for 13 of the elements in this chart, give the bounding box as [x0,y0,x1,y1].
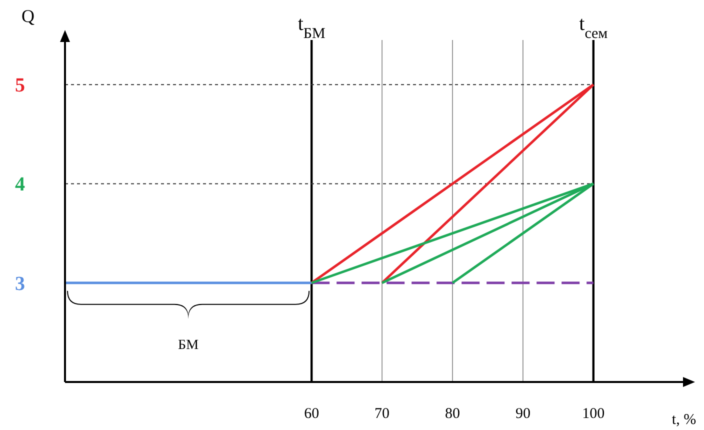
y-axis-title: Q [22,6,34,26]
x-tick-label: 90 [515,406,530,422]
y-tick-label: 4 [15,174,25,196]
ref-line-label: t$_{БМ}$ [298,13,326,42]
x-tick-label: 70 [374,406,390,422]
x-axis-title: t, % [672,412,696,428]
x-tick-label: 60 [304,406,320,422]
x-tick-label: 80 [445,406,460,422]
annotation: БМ [178,338,200,353]
y-tick-label: 5 [15,74,25,97]
y-tick-label: 3 [15,272,25,295]
ref-line-label: t$_{сем}$ [579,13,608,42]
x-tick-label: 100 [582,406,605,422]
